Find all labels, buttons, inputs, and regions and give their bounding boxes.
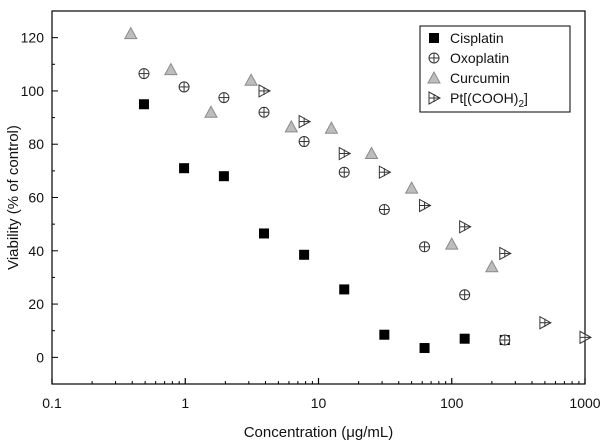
data-point bbox=[299, 249, 310, 260]
y-tick-label: 100 bbox=[21, 83, 45, 99]
data-point bbox=[324, 121, 339, 134]
data-point bbox=[164, 62, 178, 76]
data-point bbox=[499, 246, 512, 261]
data-point bbox=[298, 136, 310, 148]
data-point bbox=[338, 166, 350, 178]
data-point bbox=[258, 106, 270, 118]
data-point bbox=[178, 81, 190, 93]
x-tick-label: 1 bbox=[181, 395, 189, 411]
data-point bbox=[499, 334, 511, 346]
data-point bbox=[298, 114, 312, 129]
legend-marker bbox=[427, 70, 441, 84]
series-1 bbox=[138, 68, 511, 346]
legend-label: Cisplatin bbox=[450, 30, 504, 46]
data-point bbox=[259, 228, 270, 239]
legend: Cisplatin Oxoplatin Curcumin Pt[(COOH)2] bbox=[419, 25, 571, 113]
data-point bbox=[379, 329, 390, 340]
data-point bbox=[419, 343, 430, 354]
data-point bbox=[218, 92, 230, 104]
data-point bbox=[204, 105, 218, 118]
data-point bbox=[419, 198, 432, 213]
y-tick-label: 120 bbox=[21, 30, 45, 46]
data-point bbox=[138, 99, 149, 110]
y-tick-label: 0 bbox=[36, 349, 44, 365]
x-axis: 0.1 1 10 100 1000 bbox=[42, 378, 601, 411]
data-point bbox=[459, 289, 471, 301]
data-point bbox=[419, 241, 431, 253]
legend-label: Curcumin bbox=[450, 70, 510, 86]
y-tick-label: 20 bbox=[28, 296, 44, 312]
data-marks bbox=[123, 26, 593, 354]
data-point bbox=[539, 315, 552, 330]
y-tick-label: 80 bbox=[28, 136, 44, 152]
data-point bbox=[459, 333, 470, 344]
y-axis: 0 20 40 60 80 100 120 bbox=[21, 10, 58, 385]
data-point bbox=[218, 171, 229, 182]
data-point bbox=[444, 237, 459, 250]
series-0 bbox=[138, 99, 510, 354]
legend-marker bbox=[428, 91, 442, 105]
series-2 bbox=[123, 26, 499, 273]
legend-label: Pt[(COOH)2] bbox=[450, 90, 528, 110]
y-tick-label: 60 bbox=[28, 190, 44, 206]
legend-box bbox=[419, 25, 571, 113]
data-point bbox=[138, 68, 150, 80]
data-point bbox=[378, 165, 392, 180]
y-tick-label: 40 bbox=[28, 243, 44, 259]
data-point bbox=[284, 119, 299, 133]
data-point bbox=[244, 73, 258, 86]
data-point bbox=[179, 163, 190, 174]
data-point bbox=[459, 219, 472, 234]
series-3 bbox=[258, 84, 593, 345]
x-axis-label: Concentration (μg/mL) bbox=[244, 424, 394, 441]
legend-marker bbox=[428, 52, 440, 64]
data-point bbox=[339, 284, 350, 295]
data-point bbox=[579, 330, 593, 345]
x-tick-label: 1000 bbox=[569, 395, 600, 411]
x-tick-label: 10 bbox=[311, 395, 327, 411]
x-tick-label: 0.1 bbox=[42, 395, 62, 411]
data-point bbox=[123, 26, 138, 40]
data-point bbox=[338, 146, 352, 161]
data-point bbox=[364, 146, 379, 160]
data-point bbox=[258, 84, 272, 98]
y-axis-label: Viability (% of control) bbox=[5, 125, 22, 270]
data-point bbox=[485, 259, 499, 273]
data-point bbox=[378, 203, 390, 215]
legend-marker bbox=[429, 33, 439, 43]
x-tick-label: 100 bbox=[440, 395, 464, 411]
data-point bbox=[404, 181, 419, 194]
legend-label: Oxoplatin bbox=[450, 50, 509, 66]
